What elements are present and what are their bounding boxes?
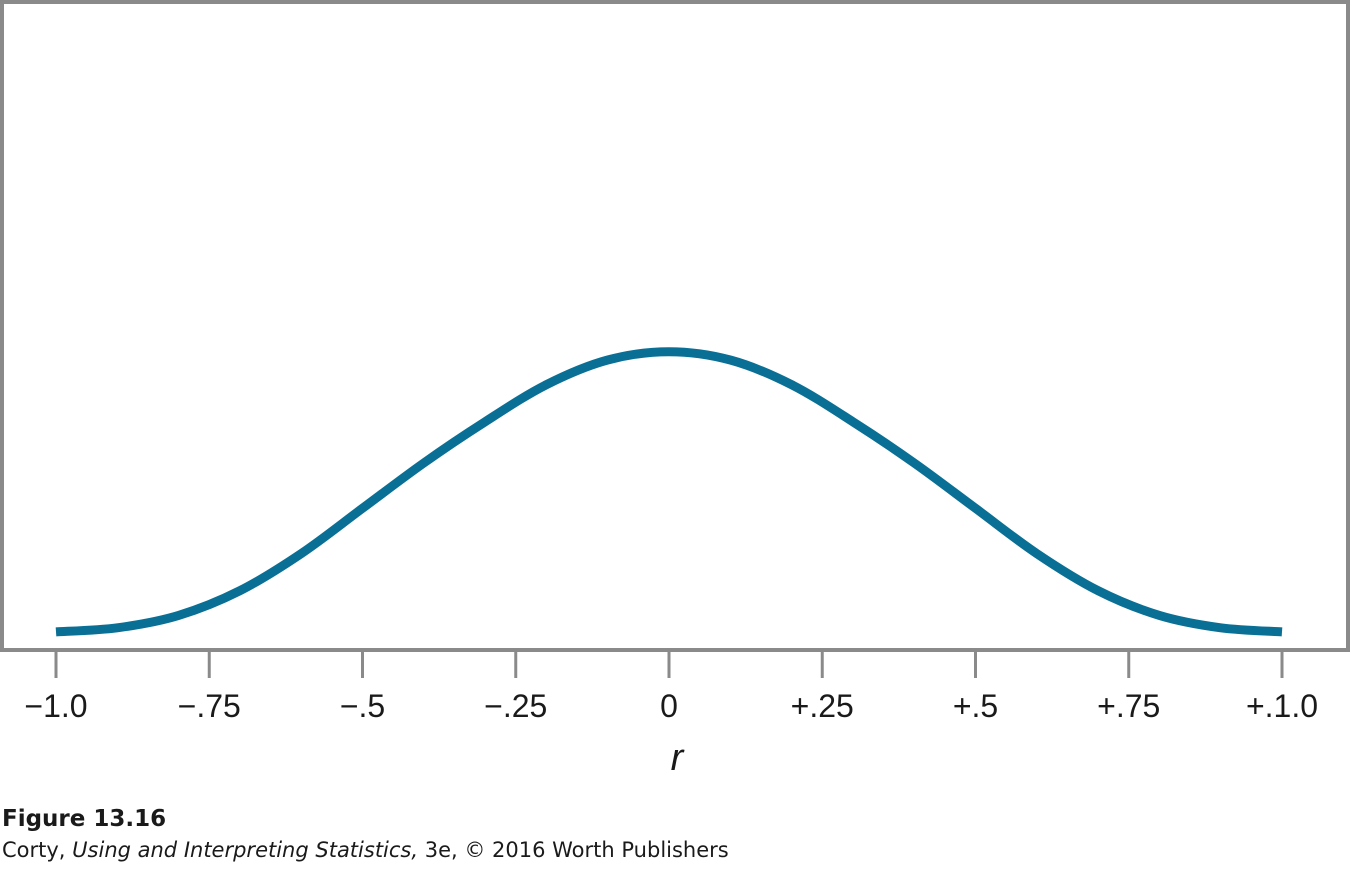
x-tick-label: −.5 bbox=[340, 688, 385, 724]
x-tick-label: 0 bbox=[660, 688, 678, 724]
x-tick-label: −.25 bbox=[484, 688, 547, 724]
x-axis-tick-labels: −1.0 −.75 −.5 −.25 0 +.25 +.5 +.75 +.1.0 bbox=[24, 688, 1318, 724]
x-tick-label: +.5 bbox=[953, 688, 998, 724]
credit-author: Corty, bbox=[2, 838, 73, 862]
figure-credit: Corty, Using and Interpreting Statistics… bbox=[2, 834, 1342, 866]
x-tick-label: +.1.0 bbox=[1246, 688, 1318, 724]
x-tick-label: −1.0 bbox=[24, 688, 87, 724]
figure-caption: Figure 13.16 Corty, Using and Interpreti… bbox=[2, 804, 1342, 866]
x-axis-ticks bbox=[54, 650, 1284, 678]
plot-frame bbox=[0, 0, 1350, 652]
credit-book-title: Using and Interpreting Statistics, bbox=[72, 838, 419, 862]
distribution-curve bbox=[55, 347, 1283, 637]
credit-publisher: 3e, © 2016 Worth Publishers bbox=[418, 838, 729, 862]
x-tick-label: −.75 bbox=[178, 688, 241, 724]
figure-number: Figure 13.16 bbox=[2, 806, 167, 832]
x-tick-label: +.75 bbox=[1097, 688, 1160, 724]
chart: −1.0 −.75 −.5 −.25 0 +.25 +.5 +.75 +.1.0 r bbox=[0, 0, 1350, 779]
x-axis-label: r bbox=[671, 737, 685, 779]
x-tick-label: +.25 bbox=[791, 688, 854, 724]
